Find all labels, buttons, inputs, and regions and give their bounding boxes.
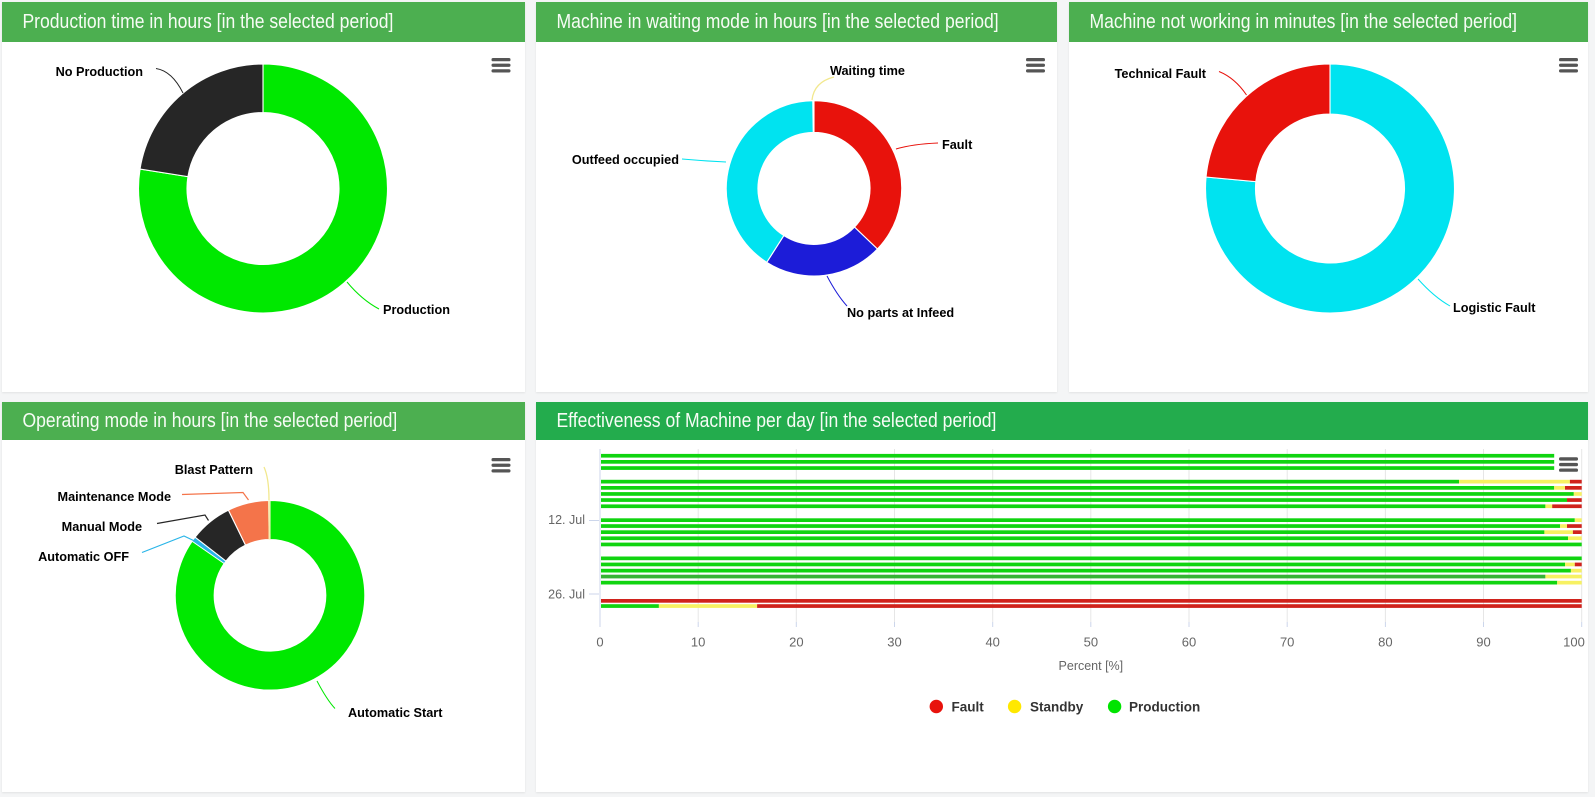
svg-text:60: 60 <box>1182 635 1196 650</box>
svg-text:Outfeed occupied: Outfeed occupied <box>572 153 679 167</box>
svg-text:Maintenance Mode: Maintenance Mode <box>58 490 172 504</box>
svg-text:80: 80 <box>1378 635 1392 650</box>
svg-text:10: 10 <box>691 635 705 650</box>
svg-text:Waiting time: Waiting time <box>830 64 905 78</box>
svg-text:Fault: Fault <box>952 700 985 715</box>
svg-text:Percent [%]: Percent [%] <box>1059 659 1124 673</box>
svg-text:Manual Mode: Manual Mode <box>62 520 142 534</box>
svg-text:90: 90 <box>1476 635 1490 650</box>
svg-text:Production: Production <box>1129 700 1200 715</box>
svg-text:Blast Pattern: Blast Pattern <box>175 463 253 477</box>
svg-text:Standby: Standby <box>1030 700 1084 715</box>
svg-text:20: 20 <box>789 635 803 650</box>
svg-text:Production: Production <box>383 303 450 317</box>
svg-text:0: 0 <box>596 635 603 650</box>
svg-text:12. Jul: 12. Jul <box>548 513 585 527</box>
svg-text:50: 50 <box>1084 635 1098 650</box>
svg-text:40: 40 <box>985 635 999 650</box>
svg-text:30: 30 <box>887 635 901 650</box>
svg-text:Technical Fault: Technical Fault <box>1115 67 1207 81</box>
svg-text:Logistic Fault: Logistic Fault <box>1453 301 1536 315</box>
svg-text:Fault: Fault <box>942 138 973 152</box>
svg-text:70: 70 <box>1280 635 1294 650</box>
svg-text:100: 100 <box>1563 635 1585 650</box>
svg-text:26. Jul: 26. Jul <box>548 588 585 602</box>
svg-text:No parts at Infeed: No parts at Infeed <box>847 306 954 320</box>
svg-text:Automatic OFF: Automatic OFF <box>38 550 129 564</box>
svg-text:No Production: No Production <box>56 65 143 79</box>
svg-text:Automatic Start: Automatic Start <box>348 706 443 720</box>
